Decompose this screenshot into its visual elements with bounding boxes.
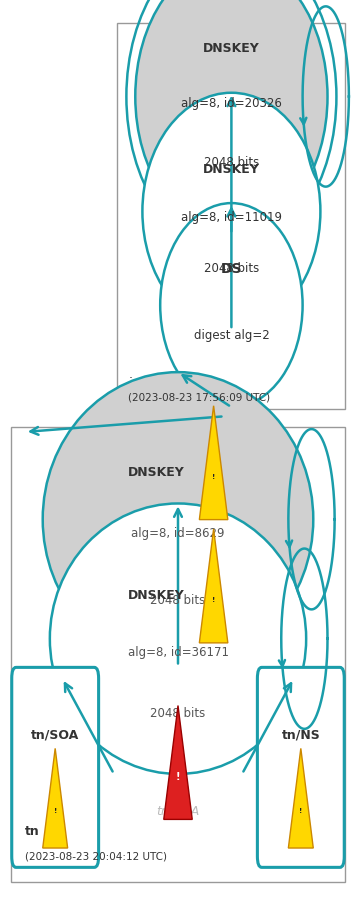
Text: tn/NS: tn/NS	[282, 729, 320, 742]
Text: !: !	[299, 808, 303, 813]
Text: tn/SOA: tn/SOA	[31, 729, 79, 742]
Ellipse shape	[142, 93, 320, 330]
Ellipse shape	[50, 504, 306, 774]
Polygon shape	[288, 748, 313, 848]
Text: alg=8, id=11019: alg=8, id=11019	[181, 210, 282, 224]
Text: digest alg=2: digest alg=2	[194, 329, 269, 342]
Text: DNSKEY: DNSKEY	[128, 589, 185, 602]
FancyBboxPatch shape	[117, 23, 345, 409]
Text: alg=8, id=8629: alg=8, id=8629	[131, 528, 225, 540]
Polygon shape	[199, 406, 228, 519]
Polygon shape	[43, 748, 68, 848]
FancyBboxPatch shape	[11, 427, 345, 882]
FancyBboxPatch shape	[12, 667, 99, 868]
Text: tn: tn	[25, 825, 40, 838]
Text: DNSKEY: DNSKEY	[128, 466, 185, 479]
Text: 2048 bits: 2048 bits	[150, 594, 206, 607]
Text: !: !	[176, 772, 180, 782]
Text: !: !	[212, 597, 215, 603]
Ellipse shape	[160, 203, 303, 407]
Text: alg=8, id=20326: alg=8, id=20326	[181, 96, 282, 110]
Ellipse shape	[43, 372, 313, 666]
Text: (2023-08-23 20:04:12 UTC): (2023-08-23 20:04:12 UTC)	[25, 851, 167, 861]
Text: !: !	[212, 474, 215, 480]
Text: .: .	[128, 369, 132, 381]
Text: 2048 bits: 2048 bits	[204, 262, 259, 275]
Polygon shape	[199, 529, 228, 643]
Text: !: !	[53, 808, 57, 813]
Text: tn/SOA: tn/SOA	[156, 805, 200, 818]
Text: DNSKEY: DNSKEY	[203, 42, 260, 55]
Text: alg=8, id=36171: alg=8, id=36171	[127, 646, 229, 659]
Polygon shape	[164, 706, 192, 820]
Text: 2048 bits: 2048 bits	[204, 156, 259, 169]
Text: DS: DS	[221, 263, 242, 277]
Text: DNSKEY: DNSKEY	[203, 164, 260, 176]
FancyBboxPatch shape	[257, 667, 344, 868]
Ellipse shape	[135, 0, 328, 234]
Text: 2048 bits: 2048 bits	[150, 707, 206, 720]
Text: (2023-08-23 17:56:09 UTC): (2023-08-23 17:56:09 UTC)	[128, 392, 270, 403]
